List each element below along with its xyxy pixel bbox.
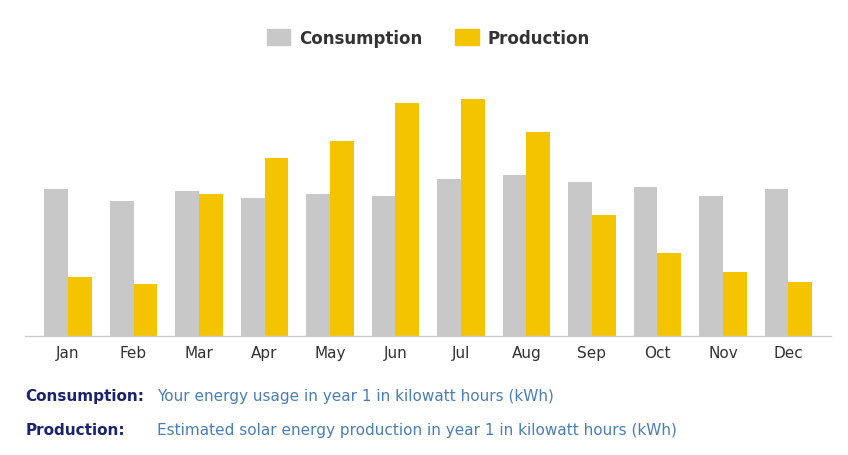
Bar <box>68 278 92 337</box>
Bar <box>568 182 592 337</box>
Bar <box>395 104 419 337</box>
Bar <box>330 142 354 337</box>
Bar <box>765 190 789 337</box>
Text: Estimated solar energy production in year 1 in kilowatt hours (kWh): Estimated solar energy production in yea… <box>157 423 677 437</box>
Bar <box>133 284 157 337</box>
Bar <box>438 180 461 337</box>
Text: Production:: Production: <box>25 423 125 437</box>
Bar <box>723 273 746 337</box>
Bar <box>241 199 265 337</box>
Bar <box>657 253 681 337</box>
Legend: Consumption, Production: Consumption, Production <box>260 23 596 54</box>
Bar <box>592 216 616 337</box>
Bar <box>634 187 657 337</box>
Bar <box>265 159 288 337</box>
Text: Your energy usage in year 1 in kilowatt hours (kWh): Your energy usage in year 1 in kilowatt … <box>157 389 554 403</box>
Bar <box>461 99 484 337</box>
Bar <box>176 192 199 337</box>
Bar <box>372 197 395 337</box>
Bar <box>199 194 222 337</box>
Bar <box>44 190 68 337</box>
Bar <box>306 194 330 337</box>
Bar <box>503 175 527 337</box>
Bar <box>789 282 812 337</box>
Bar <box>110 202 133 337</box>
Bar <box>700 197 723 337</box>
Text: Consumption:: Consumption: <box>25 389 144 403</box>
Bar <box>527 132 550 337</box>
